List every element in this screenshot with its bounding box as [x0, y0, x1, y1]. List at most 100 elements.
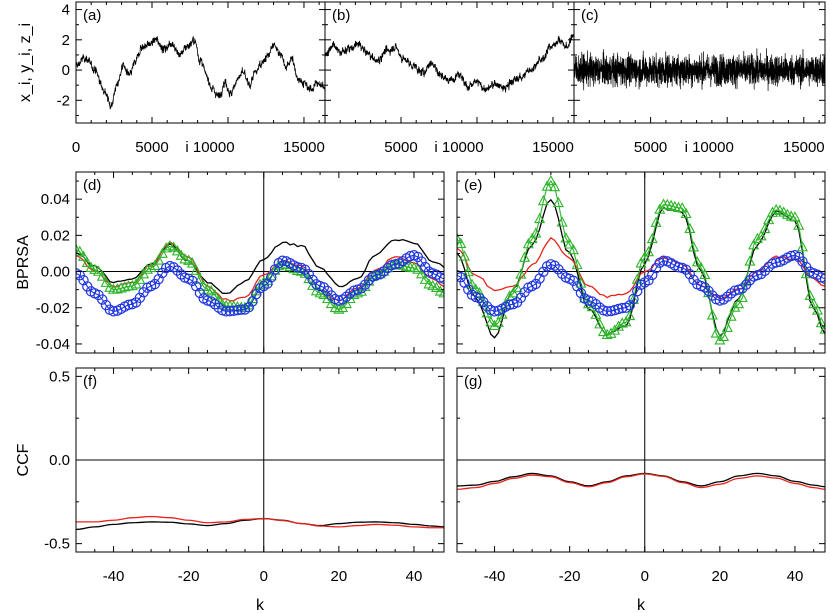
marker-triangle: [766, 206, 778, 217]
marker-triangle: [729, 301, 741, 312]
marker-triangle: [307, 279, 319, 290]
marker-triangle: [684, 222, 696, 233]
marker-circle: [457, 269, 463, 281]
marker-circle: [515, 292, 527, 304]
marker-circle: [568, 275, 579, 287]
marker-triangle: [168, 241, 180, 252]
marker-circle: [590, 299, 602, 310]
x-tick-label: 5000: [384, 139, 417, 156]
x-axis-label-f: k: [256, 597, 265, 613]
x-axis-label-g: k: [637, 597, 646, 613]
marker-circle: [699, 282, 711, 293]
marker-triangle: [575, 277, 587, 288]
marker-triangle: [631, 273, 643, 284]
x-tick-label: 20: [331, 568, 348, 585]
marker-circle: [97, 294, 108, 305]
series-noise-c: [574, 48, 825, 91]
marker-triangle: [755, 230, 767, 241]
marker-triangle: [721, 321, 733, 332]
panel-g: (g) -40 -20 0 20 40 k: [456, 367, 826, 613]
marker-triangle: [804, 289, 816, 300]
marker-triangle: [714, 334, 726, 345]
marker-circle: [187, 275, 198, 287]
x-tick-label: 0: [72, 139, 80, 156]
marker-triangle: [744, 255, 756, 266]
marker-triangle: [620, 316, 632, 327]
marker-circle: [251, 288, 262, 300]
marker-circle: [549, 260, 560, 271]
x-tick-label: 5000: [135, 139, 168, 156]
marker-triangle: [415, 268, 427, 279]
x-tick-label: 20: [712, 568, 729, 585]
marker-triangle: [800, 267, 812, 279]
marker-circle: [819, 273, 825, 284]
marker-triangle: [190, 264, 202, 275]
marker-triangle: [639, 250, 651, 262]
marker-circle: [224, 305, 236, 317]
marker-triangle: [458, 250, 471, 261]
series-line-g-1: [457, 473, 825, 490]
marker-triangle: [462, 265, 474, 277]
marker-circle: [575, 287, 587, 299]
marker-triangle: [560, 232, 572, 243]
marker-circle: [481, 301, 493, 312]
axes-frame-b: [324, 1, 575, 124]
x-tick-label: 5000: [634, 139, 667, 156]
marker-triangle: [597, 325, 609, 337]
marker-circle: [759, 265, 771, 276]
marker-circle: [378, 266, 390, 277]
x-tick-label: -20: [559, 568, 581, 585]
marker-triangle: [676, 202, 688, 213]
panel-label-a: (a): [83, 7, 101, 24]
marker-circle: [318, 282, 330, 293]
marker-triangle: [691, 256, 703, 267]
marker-triangle: [485, 316, 497, 327]
marker-circle: [613, 303, 624, 315]
marker-circle: [123, 299, 134, 311]
marker-triangle: [624, 309, 636, 321]
y-axis-label-d: BPRSA: [15, 235, 32, 290]
marker-triangle: [522, 237, 534, 249]
marker-triangle: [96, 270, 108, 281]
marker-circle: [292, 262, 303, 273]
marker-circle: [763, 261, 774, 273]
marker-circle: [684, 268, 696, 280]
marker-triangle: [519, 251, 531, 262]
marker-triangle: [126, 279, 138, 291]
axes-frame-c: [573, 1, 826, 124]
marker-triangle: [571, 258, 583, 270]
marker-triangle: [567, 243, 579, 255]
plot-area-a: [76, 36, 325, 110]
marker-circle: [530, 278, 542, 290]
marker-triangle: [642, 245, 655, 257]
x-tick-label: 40: [406, 568, 423, 585]
marker-circle: [153, 273, 164, 285]
marker-triangle: [470, 283, 482, 294]
marker-triangle: [725, 310, 737, 321]
y-tick-label: 0.5: [49, 368, 70, 385]
marker-circle: [228, 305, 239, 316]
x-tick-label: -20: [178, 568, 200, 585]
x-tick-label: 40: [787, 568, 804, 585]
marker-triangle: [265, 269, 277, 281]
marker-circle: [363, 274, 375, 286]
marker-triangle: [688, 241, 700, 252]
marker-triangle: [710, 327, 722, 338]
marker-circle: [243, 302, 254, 313]
series-line-e-0: [457, 198, 825, 339]
marker-circle: [737, 283, 748, 294]
marker-circle: [722, 291, 733, 302]
x-tick-label: 0: [260, 568, 268, 585]
marker-triangle: [119, 281, 131, 292]
panel-label-f: (f): [83, 373, 97, 390]
marker-circle: [232, 304, 243, 316]
marker-triangle: [496, 308, 508, 319]
x-tick-label: i 10000: [685, 139, 734, 156]
marker-triangle: [239, 301, 251, 312]
x-tick-label: 0: [641, 568, 649, 585]
marker-triangle: [748, 239, 760, 250]
marker-triangle: [541, 180, 553, 191]
y-tick-label: -0.02: [36, 300, 70, 317]
panel-c: (c) 5000 i 10000 15000: [573, 1, 826, 156]
